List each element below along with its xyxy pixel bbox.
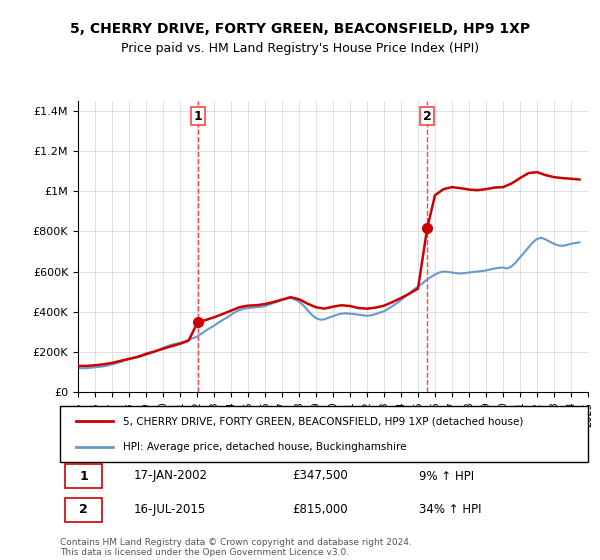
Text: £815,000: £815,000 bbox=[292, 503, 348, 516]
Text: HPI: Average price, detached house, Buckinghamshire: HPI: Average price, detached house, Buck… bbox=[124, 442, 407, 452]
Text: 5, CHERRY DRIVE, FORTY GREEN, BEACONSFIELD, HP9 1XP: 5, CHERRY DRIVE, FORTY GREEN, BEACONSFIE… bbox=[70, 22, 530, 36]
Text: £347,500: £347,500 bbox=[292, 469, 348, 483]
Text: 5, CHERRY DRIVE, FORTY GREEN, BEACONSFIELD, HP9 1XP (detached house): 5, CHERRY DRIVE, FORTY GREEN, BEACONSFIE… bbox=[124, 416, 524, 426]
FancyBboxPatch shape bbox=[60, 406, 588, 462]
Text: 2: 2 bbox=[423, 110, 431, 123]
FancyBboxPatch shape bbox=[65, 464, 102, 488]
Text: 1: 1 bbox=[193, 110, 202, 123]
Text: 2: 2 bbox=[79, 503, 88, 516]
Text: 16-JUL-2015: 16-JUL-2015 bbox=[134, 503, 206, 516]
Text: Contains HM Land Registry data © Crown copyright and database right 2024.
This d: Contains HM Land Registry data © Crown c… bbox=[60, 538, 412, 557]
Text: 9% ↑ HPI: 9% ↑ HPI bbox=[419, 469, 474, 483]
Text: 17-JAN-2002: 17-JAN-2002 bbox=[134, 469, 208, 483]
Text: 34% ↑ HPI: 34% ↑ HPI bbox=[419, 503, 482, 516]
Text: Price paid vs. HM Land Registry's House Price Index (HPI): Price paid vs. HM Land Registry's House … bbox=[121, 42, 479, 55]
Text: 1: 1 bbox=[79, 469, 88, 483]
FancyBboxPatch shape bbox=[65, 497, 102, 522]
